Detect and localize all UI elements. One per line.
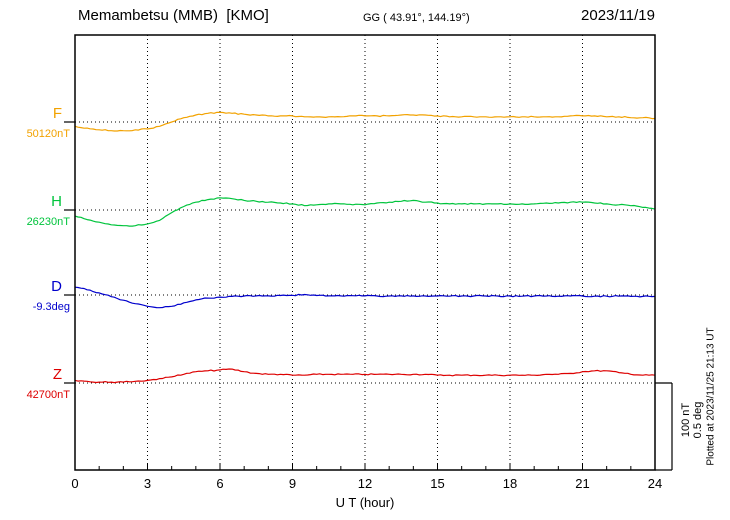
x-tick-label-21: 21 xyxy=(575,476,590,491)
series-baseline-label-D: -9.3deg xyxy=(32,301,70,313)
series-baseline-label-F: 50120nT xyxy=(26,128,70,140)
trace-D xyxy=(74,286,656,309)
scale-label-nt: 100 nT xyxy=(680,402,692,438)
x-tick-label-0: 0 xyxy=(71,476,79,491)
x-tick-label-12: 12 xyxy=(357,476,373,491)
x-tick-label-3: 3 xyxy=(143,476,152,491)
plot-frame xyxy=(74,34,656,471)
series-label-H: H xyxy=(51,193,62,210)
geographic-coords-label: GG ( 43.91°, 144.19°) xyxy=(363,12,470,24)
trace-Z xyxy=(74,368,656,384)
series-baseline-label-H: 26230nT xyxy=(26,216,70,228)
series-label-D: D xyxy=(51,278,62,295)
trace-F xyxy=(74,111,656,132)
x-tick-label-18: 18 xyxy=(502,476,518,491)
series-label-F: F xyxy=(52,105,62,122)
plotted-at-label: Plotted at 2023/11/25 21:13 UT xyxy=(705,327,717,466)
x-tick-label-6: 6 xyxy=(216,476,224,491)
page-title: Memambetsu (MMB) [KMO] xyxy=(78,7,269,24)
series-label-Z: Z xyxy=(52,366,62,383)
x-axis-label: U T (hour) xyxy=(335,495,395,510)
series-baseline-label-Z: 42700nT xyxy=(26,389,70,401)
trace-H xyxy=(74,197,656,227)
x-tick-label-15: 15 xyxy=(430,476,445,491)
scale-label-deg: 0.5 deg xyxy=(692,401,704,439)
x-tick-label-24: 24 xyxy=(647,476,663,491)
date-label: 2023/11/19 xyxy=(581,7,655,24)
x-tick-label-9: 9 xyxy=(288,476,297,491)
